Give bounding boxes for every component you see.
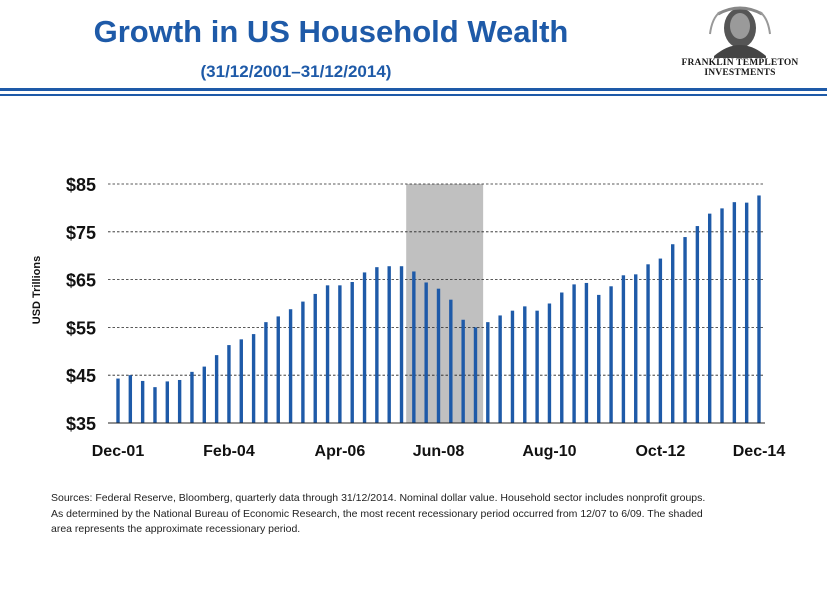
x-tick-label: Feb-04 [203, 443, 255, 460]
logo-line-1: FRANKLIN TEMPLETON [681, 58, 799, 68]
bar [140, 380, 145, 423]
header-rule-thin [0, 94, 827, 96]
bar [646, 264, 650, 423]
x-tick-label: Aug-10 [522, 443, 576, 460]
bar [486, 322, 490, 423]
household-wealth-chart: $85 $75 $65 $55 $45 $35 Dec-01 Feb-04 Apr-06 Jun-… [31, 175, 786, 460]
bar [535, 310, 539, 423]
bar [732, 202, 737, 423]
bar [251, 334, 256, 423]
bar [239, 339, 243, 423]
bar [165, 381, 170, 423]
bar [214, 355, 219, 423]
bar [609, 286, 613, 423]
bar [671, 244, 675, 423]
bar [190, 371, 194, 423]
bar [473, 327, 478, 423]
bar [350, 281, 354, 423]
bar [436, 288, 441, 423]
page-title: Growth in US Household Wealth [93, 14, 569, 49]
bar [658, 258, 663, 423]
bar [264, 322, 268, 423]
bar [399, 266, 404, 423]
y-tick-label: $85 [66, 175, 96, 195]
bar [510, 310, 515, 423]
franklin-portrait-logo [709, 6, 771, 58]
bar [116, 378, 120, 423]
bar [572, 284, 576, 423]
y-axis-label: USD Trillions [31, 256, 43, 324]
header-rule-thick [0, 88, 827, 91]
bar [449, 299, 453, 423]
bar [424, 282, 428, 423]
bar [498, 315, 502, 423]
page-subtitle: (31/12/2001–31/12/2014) [200, 62, 392, 81]
bar [720, 208, 724, 423]
x-tick-label: Apr-06 [315, 443, 366, 460]
bar [202, 366, 206, 423]
recession-shading [406, 184, 484, 423]
bar [301, 301, 305, 423]
bar [177, 379, 182, 423]
bar [757, 195, 761, 423]
logo-line-2: INVESTMENTS [704, 68, 776, 78]
bar [683, 237, 687, 423]
bar [523, 306, 527, 423]
footnote-line-2: As determined by the National Bureau of … [51, 507, 703, 520]
bar [313, 293, 317, 423]
bar [338, 285, 342, 423]
footnote-line-3: area represents the approximate recessio… [51, 523, 301, 535]
bar [597, 294, 601, 423]
bar [412, 271, 416, 423]
bar [634, 274, 638, 423]
bar [288, 309, 293, 423]
x-tick-label: Dec-14 [733, 443, 786, 460]
bar [744, 202, 749, 423]
x-tick-label: Jun-08 [413, 443, 465, 460]
bar [695, 226, 700, 423]
bar [707, 213, 712, 423]
logo-wordmark: FRANKLIN TEMPLETON INVESTMENTS [668, 58, 812, 78]
bar [461, 319, 465, 423]
x-tick-label: Dec-01 [92, 443, 145, 460]
y-tick-label: $75 [66, 223, 96, 243]
x-tick-label: Oct-12 [635, 443, 685, 460]
y-tick-label: $35 [66, 414, 96, 434]
bar [387, 266, 391, 423]
footnote: Sources: Federal Reserve, Bloomberg, qua… [51, 491, 791, 538]
y-tick-label: $45 [66, 366, 96, 386]
bar [362, 272, 367, 423]
bar [375, 267, 379, 423]
bar [153, 387, 157, 423]
bar [128, 375, 133, 423]
bar [584, 282, 589, 423]
bar [227, 345, 231, 423]
y-tick-label: $55 [66, 318, 96, 338]
bar [325, 285, 330, 423]
footnote-line-1: Sources: Federal Reserve, Bloomberg, qua… [51, 492, 706, 504]
bar [621, 275, 626, 423]
bar [276, 316, 280, 423]
y-tick-label: $65 [66, 271, 96, 291]
bar [560, 292, 564, 423]
bar [547, 303, 552, 423]
